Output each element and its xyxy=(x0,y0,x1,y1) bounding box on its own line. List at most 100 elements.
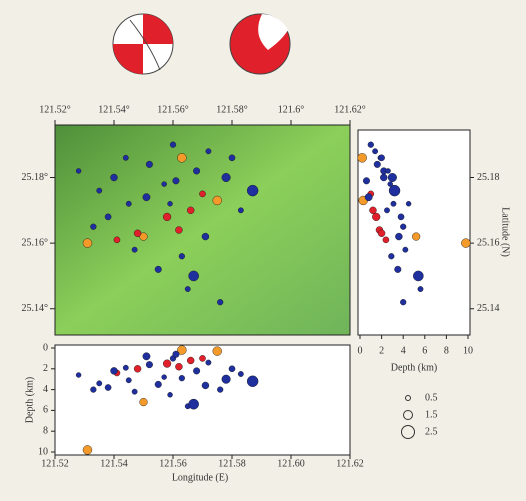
x-axis-label: Longitude (E) xyxy=(172,472,228,483)
event-depth xyxy=(134,365,141,372)
event-depth xyxy=(146,361,153,368)
event-map xyxy=(170,142,176,148)
event-depth xyxy=(238,371,243,376)
event-map xyxy=(123,155,128,160)
event-map xyxy=(111,174,118,181)
x-tick-label: 121.58° xyxy=(216,104,248,115)
event-map xyxy=(90,224,96,230)
event-map xyxy=(162,182,167,187)
x-axis-label: Depth (km) xyxy=(391,362,437,373)
event-map xyxy=(97,188,102,193)
x-tick-label: 8 xyxy=(444,345,449,356)
event-lat xyxy=(384,208,389,213)
y-tick-label: 25.18° xyxy=(22,172,49,183)
event-lat xyxy=(400,224,406,230)
y-axis-label: Latitude (N) xyxy=(500,207,511,257)
x-tick-label: 121.62° xyxy=(334,104,366,115)
event-lat xyxy=(379,155,385,161)
x-tick-label: 121.56° xyxy=(157,104,189,115)
event-depth xyxy=(123,365,128,370)
page: Longitude (E) Depth (km) Depth (km) Lati… xyxy=(0,0,526,501)
event-depth xyxy=(140,398,148,406)
event-depth xyxy=(189,399,199,409)
event-map xyxy=(206,149,211,154)
event-depth xyxy=(105,384,111,390)
event-map xyxy=(134,230,141,237)
event-map xyxy=(213,196,222,205)
event-depth xyxy=(90,387,96,393)
y-tick-label: 25.16 xyxy=(477,237,500,248)
y-tick-label: 10 xyxy=(38,446,48,457)
event-lat xyxy=(386,168,391,173)
x-tick-label: 121.56 xyxy=(159,458,187,469)
event-map xyxy=(168,201,173,206)
event-depth xyxy=(175,363,182,370)
event-map xyxy=(146,161,153,168)
event-lat xyxy=(391,201,396,206)
x-tick-label: 4 xyxy=(401,345,406,356)
x-tick-label: 2 xyxy=(379,345,384,356)
event-lat xyxy=(374,161,381,168)
event-depth xyxy=(193,368,200,375)
event-lat xyxy=(395,233,402,240)
event-lat xyxy=(398,214,404,220)
beachball xyxy=(113,14,173,74)
event-depth xyxy=(173,351,180,358)
lat-section-panel xyxy=(358,130,470,335)
event-map xyxy=(163,213,171,221)
event-depth xyxy=(168,392,173,397)
event-depth xyxy=(217,387,223,393)
event-map xyxy=(217,299,223,305)
event-map xyxy=(179,253,185,259)
event-map xyxy=(76,168,81,173)
x-tick-label: 121.54 xyxy=(100,458,128,469)
x-tick-label: 121.60 xyxy=(277,458,305,469)
x-tick-label: 121.52° xyxy=(39,104,71,115)
event-lat xyxy=(368,142,374,148)
event-map xyxy=(247,185,258,196)
event-map xyxy=(83,239,92,248)
event-lat xyxy=(395,266,402,273)
legend-label: 2.5 xyxy=(425,426,438,437)
event-depth xyxy=(97,381,102,386)
event-depth xyxy=(213,347,222,356)
x-tick-label: 121.54° xyxy=(98,104,130,115)
legend-label: 1.5 xyxy=(425,409,438,420)
event-lat xyxy=(400,299,406,305)
event-lat xyxy=(388,173,397,182)
event-map xyxy=(202,233,209,240)
event-lat xyxy=(358,153,367,162)
event-map xyxy=(155,266,162,273)
y-tick-label: 2 xyxy=(43,363,48,374)
event-depth xyxy=(229,366,235,372)
event-lat xyxy=(461,239,470,248)
event-lat xyxy=(369,207,376,214)
event-depth xyxy=(162,375,167,380)
event-depth xyxy=(83,445,92,454)
event-map xyxy=(222,173,231,182)
event-map xyxy=(189,271,199,281)
event-depth xyxy=(155,381,162,388)
event-lat xyxy=(403,247,408,252)
x-tick-label: 6 xyxy=(422,345,427,356)
event-depth xyxy=(143,353,150,360)
legend-label: 0.5 xyxy=(425,392,438,403)
y-axis-label: Depth (km) xyxy=(24,377,35,423)
x-tick-label: 121.52 xyxy=(41,458,69,469)
event-map xyxy=(229,155,235,161)
x-tick-label: 10 xyxy=(463,345,473,356)
event-map xyxy=(238,208,243,213)
event-map xyxy=(199,191,205,197)
event-lat xyxy=(383,237,389,243)
event-depth xyxy=(187,357,194,364)
y-tick-label: 6 xyxy=(43,405,48,416)
event-lat xyxy=(388,253,394,259)
event-map xyxy=(177,153,186,162)
y-tick-label: 25.14° xyxy=(22,303,49,314)
event-lat xyxy=(389,185,400,196)
event-lat xyxy=(380,174,387,181)
event-lat xyxy=(413,271,423,281)
event-map xyxy=(173,177,180,184)
event-lat xyxy=(372,149,377,154)
event-map xyxy=(175,227,182,234)
